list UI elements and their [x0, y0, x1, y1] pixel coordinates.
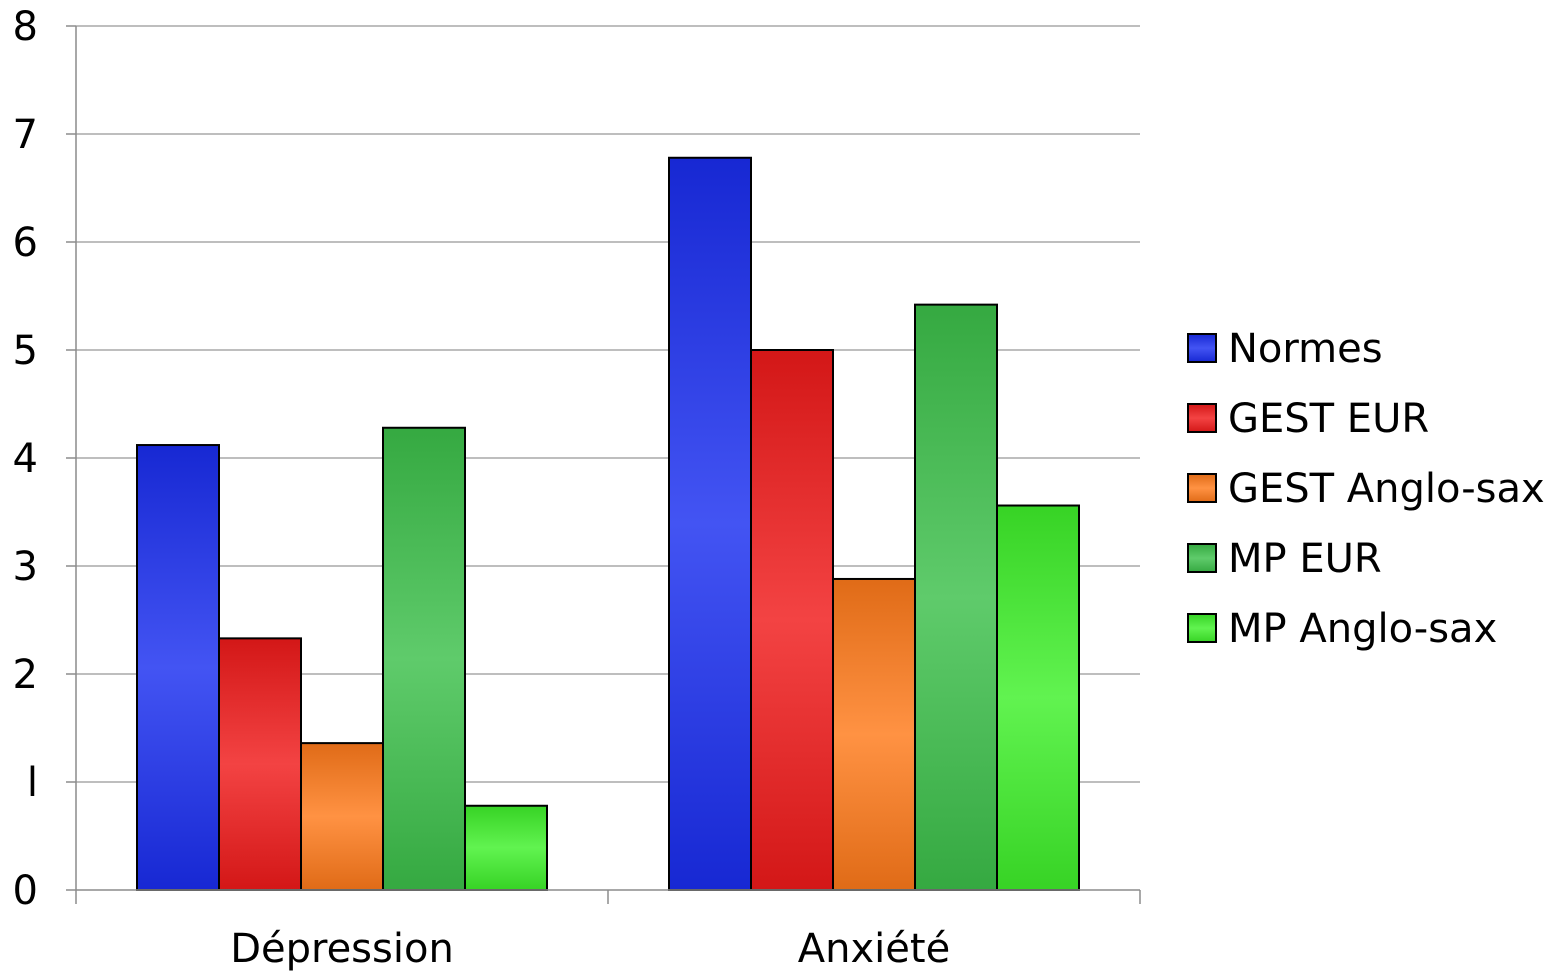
legend-swatch — [1187, 613, 1217, 643]
y-tick-label: 6 — [13, 220, 38, 266]
legend-label: MP Anglo-sax — [1228, 606, 1497, 652]
y-tick-label: 8 — [13, 4, 38, 50]
legend-swatch — [1187, 543, 1217, 573]
y-tick-label: 2 — [13, 652, 38, 698]
bar-0-4 — [464, 804, 548, 892]
bar-0-0 — [136, 444, 220, 891]
bar-1-4 — [996, 504, 1080, 891]
legend-label: GEST EUR — [1228, 396, 1429, 442]
legend-swatch — [1187, 403, 1217, 433]
bar-0-2 — [300, 742, 384, 891]
bar-1-0 — [668, 156, 752, 891]
x-axis-ticks: Dépression Anxiété — [75, 890, 1141, 972]
bar-0-1 — [218, 637, 302, 891]
legend-label: GEST Anglo-sax — [1228, 466, 1545, 512]
legend-label: MP EUR — [1228, 536, 1382, 582]
legend-label: Normes — [1228, 326, 1383, 372]
bar-1-2 — [832, 577, 916, 892]
x-tick-label: Dépression — [230, 926, 454, 972]
y-axis-ticks: 0 l 2 3 4 5 6 7 8 — [13, 4, 76, 914]
legend-swatch — [1187, 473, 1217, 503]
y-tick-label: 5 — [13, 328, 38, 374]
y-tick-label: 3 — [13, 544, 38, 590]
bar-0-3 — [382, 426, 466, 891]
bar-1-1 — [750, 349, 834, 891]
y-tick-label: 4 — [13, 436, 38, 482]
legend-swatch — [1187, 333, 1217, 363]
y-tick-label: 0 — [13, 868, 38, 914]
legend: Normes GEST EUR GEST Anglo-sax MP EUR MP Ang… — [1187, 326, 1545, 652]
bar-1-3 — [914, 303, 998, 891]
x-tick-label: Anxiété — [798, 926, 950, 972]
bars — [136, 156, 1080, 892]
y-tick-label: l — [27, 760, 38, 806]
y-tick-label: 7 — [13, 112, 38, 158]
